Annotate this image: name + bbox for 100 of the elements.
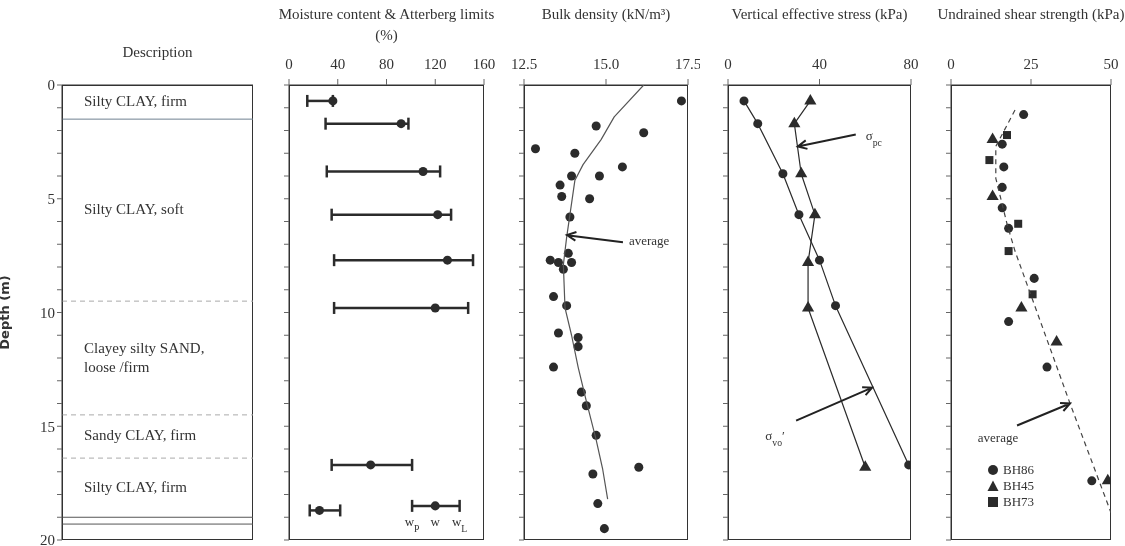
point: [1015, 300, 1028, 312]
x-tick-label: 0: [947, 56, 955, 72]
x-tick-label: 80: [379, 56, 394, 72]
point: [549, 292, 559, 302]
x-tick-label: 0: [285, 56, 293, 72]
point: [617, 162, 627, 172]
point: [570, 148, 580, 158]
point: [1050, 335, 1063, 346]
point: [573, 333, 583, 343]
annotation: w: [430, 513, 441, 529]
point: [573, 342, 583, 352]
point: [418, 166, 428, 176]
point: [634, 462, 644, 472]
annotation: average: [977, 429, 1019, 445]
x-tick-label: 160: [472, 56, 496, 72]
chart-title: Bulk density (kN/m³): [541, 6, 671, 22]
point: [794, 210, 804, 220]
point: [676, 96, 686, 106]
annotation: σ$_{pc}$: [865, 128, 883, 148]
y-tick-label: 20: [40, 532, 55, 546]
point: [788, 116, 801, 128]
point: [599, 524, 609, 534]
point: [808, 207, 821, 219]
point: [1087, 476, 1097, 486]
point: [549, 362, 559, 372]
point: [639, 128, 649, 138]
point: [986, 189, 999, 200]
point: [997, 139, 1007, 149]
point: [442, 255, 452, 265]
point: [1019, 110, 1029, 120]
point: [997, 182, 1007, 192]
point: [396, 119, 406, 129]
chart-title: Undrained shear strength (kPa): [937, 6, 1125, 22]
point: [985, 156, 994, 165]
legend-label: BH86: [1003, 462, 1035, 478]
y-tick-label: 0: [47, 77, 55, 94]
point: [801, 255, 815, 266]
point: [1004, 317, 1014, 327]
point: [593, 499, 603, 509]
point: [1029, 273, 1039, 283]
point: [795, 166, 808, 178]
point: [545, 255, 555, 265]
point: [557, 191, 567, 201]
y-tick-label: 10: [40, 304, 55, 321]
point: [567, 171, 577, 181]
point: [801, 300, 815, 312]
point: [553, 257, 563, 267]
x-tick-label: 80: [903, 56, 919, 72]
point: [1014, 219, 1023, 228]
point: [1004, 247, 1013, 256]
point: [1028, 290, 1037, 299]
x-tick-label: 25: [1023, 56, 1039, 72]
annotation: σ$_{vo}$′: [765, 427, 786, 448]
chart-title: Moisture content & Atterberg limits (%): [278, 6, 495, 43]
point: [366, 460, 376, 470]
point: [804, 93, 817, 105]
x-tick-label: 15.0: [592, 56, 620, 72]
point: [831, 301, 841, 311]
chart-title: Description: [122, 44, 193, 60]
point: [433, 210, 443, 220]
point: [567, 257, 577, 267]
point: [753, 119, 763, 129]
annotation: Silty CLAY, soft: [84, 201, 185, 218]
point: [585, 194, 595, 204]
x-tick-label: 120: [424, 56, 447, 72]
chart-title: Vertical effective stress (kPa): [731, 6, 908, 22]
x-tick-label: 12.5: [510, 56, 538, 72]
point: [588, 469, 598, 479]
x-tick-label: 0: [724, 56, 732, 72]
legend-label: BH73: [1003, 494, 1035, 510]
point: [1042, 362, 1052, 372]
point: [430, 303, 440, 313]
y-tick-label: 5: [47, 191, 55, 208]
annotation: average: [628, 233, 670, 249]
annotation: w$_{P}$: [404, 513, 421, 534]
point: [859, 460, 872, 471]
annotation: Silty CLAY, firm: [84, 93, 188, 110]
point: [739, 96, 749, 106]
x-tick-label: 50: [1103, 56, 1119, 72]
point: [314, 505, 324, 515]
x-tick-label: 40: [812, 56, 827, 72]
point: [555, 180, 565, 190]
annotation: Sandy CLAY, firm: [84, 427, 197, 444]
y-tick-label: 15: [40, 418, 55, 435]
point: [814, 255, 825, 265]
point: [999, 162, 1009, 172]
point: [591, 121, 601, 131]
point: [530, 144, 540, 154]
annotation: w$_{L}$: [451, 513, 468, 534]
x-tick-label: 17.5: [674, 56, 702, 72]
point: [986, 132, 999, 144]
legend-label: BH45: [1003, 478, 1035, 494]
point: [778, 169, 788, 179]
point: [1003, 131, 1011, 140]
annotation: Clayey silty SAND, loose /firm: [84, 340, 205, 375]
point: [553, 328, 563, 338]
point: [430, 501, 440, 511]
point: [594, 171, 604, 181]
x-tick-label: 40: [330, 56, 346, 72]
annotation: Silty CLAY, firm: [84, 478, 188, 495]
